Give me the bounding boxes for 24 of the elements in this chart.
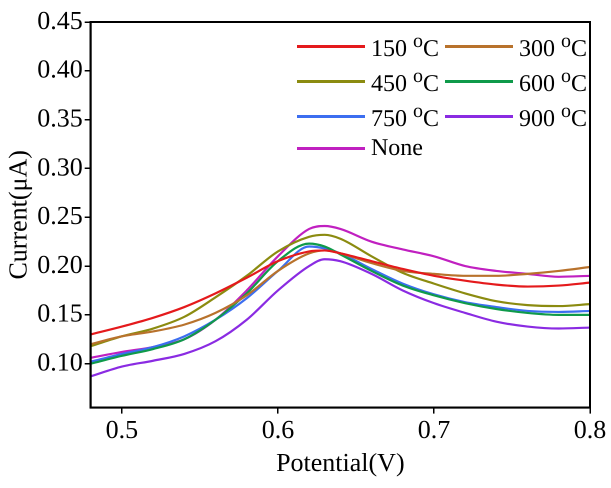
legend-label: 900 $^{o}$C bbox=[518, 100, 587, 133]
line-series bbox=[90, 258, 590, 378]
legend-label: 300 $^{o}$C bbox=[518, 30, 587, 63]
y-tick-label: 0.30 bbox=[37, 152, 83, 182]
legend-label: 150 $^{o}$C bbox=[370, 30, 439, 63]
legend-label: 600 $^{o}$C bbox=[518, 65, 587, 98]
x-tick-label: 0.7 bbox=[418, 415, 450, 444]
y-tick-label: 0.45 bbox=[37, 6, 83, 35]
y-axis-title: Current(μA) bbox=[3, 150, 32, 280]
y-tick-label: 0.40 bbox=[37, 54, 83, 84]
y-tick-label: 0.25 bbox=[37, 201, 83, 230]
x-tick-label: 0.5 bbox=[106, 415, 138, 444]
legend-label: 750 $^{o}$C bbox=[370, 100, 439, 133]
x-axis-title: Potential(V) bbox=[276, 448, 405, 478]
y-tick-label: 0.35 bbox=[37, 103, 83, 132]
y-tick-label: 0.10 bbox=[37, 348, 83, 376]
legend-label: None bbox=[370, 135, 423, 162]
y-tick-label: 0.20 bbox=[37, 250, 83, 279]
x-tick-label: 0.6 bbox=[262, 415, 294, 444]
y-tick-label: 0.15 bbox=[37, 298, 83, 328]
legend-label: 450 $^{o}$C bbox=[370, 65, 439, 98]
line-series bbox=[90, 224, 590, 359]
x-tick-label: 0.8 bbox=[574, 415, 606, 444]
line-series bbox=[90, 234, 590, 348]
